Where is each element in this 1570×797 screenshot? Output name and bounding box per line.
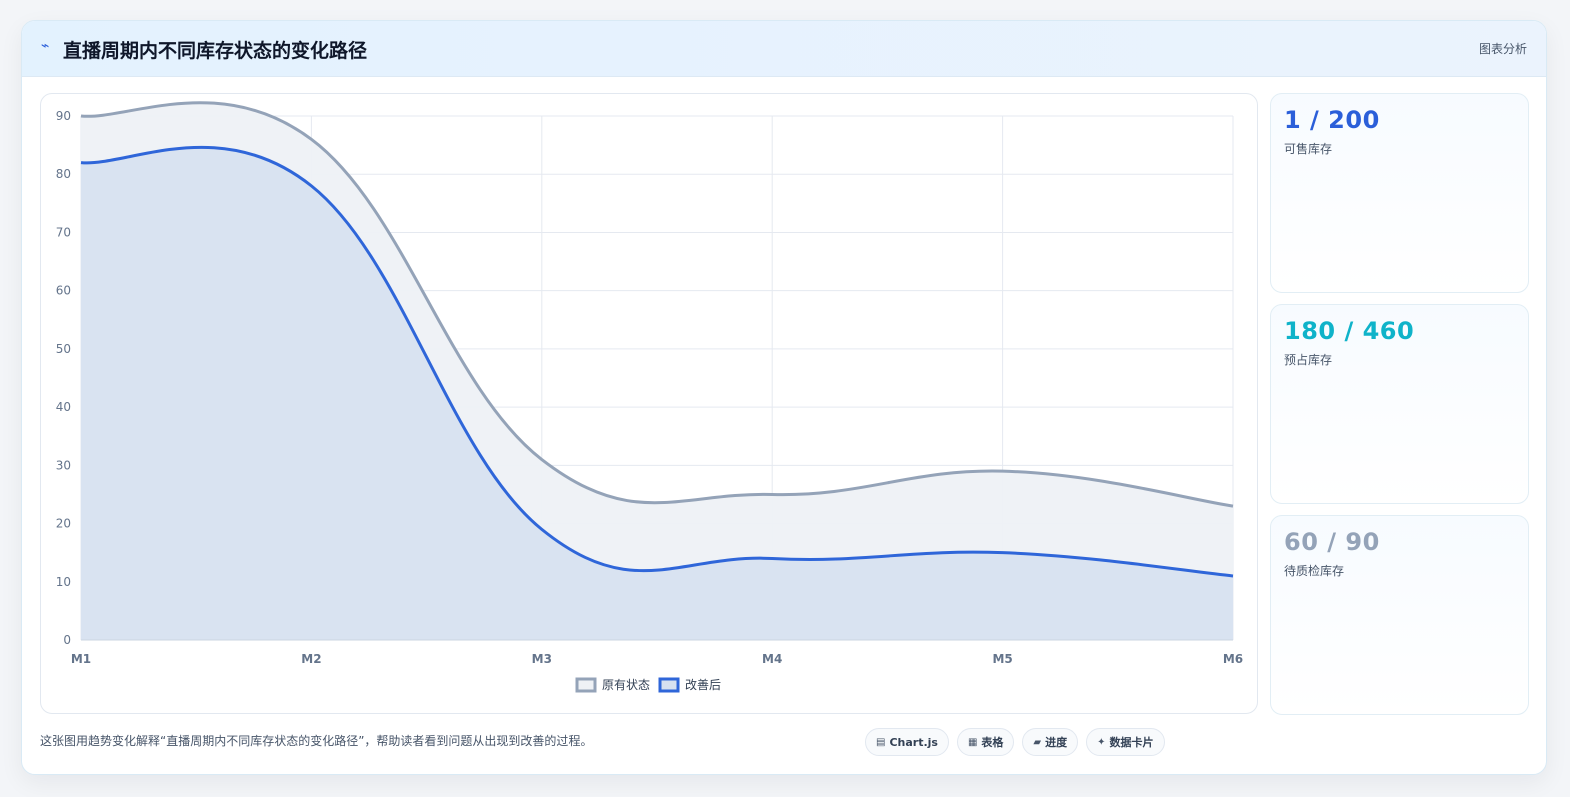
tag-label: 表格 [981,736,1004,749]
y-tick-label: 0 [63,633,71,647]
sparkle-icon: ✦ [1097,736,1106,748]
chart-analysis-label: 图表分析 [1478,42,1527,56]
stat-card-sellable: 1 / 200 可售库存 [1270,93,1529,293]
series-line-0 [80,101,1234,508]
stat-value: 180 / 460 [1284,317,1415,345]
x-tick-label: M5 [992,652,1012,666]
x-tick-label: M6 [1223,652,1243,666]
x-tick-label: M1 [71,652,91,666]
legend-swatch [575,677,597,693]
y-tick-label: 90 [56,109,71,123]
stat-label: 待质检库存 [1284,564,1345,578]
chart-title: 直播周期内不同库存状态的变化路径 [63,40,368,62]
tag-data-card[interactable]: ✦ 数据卡片 [1086,728,1165,756]
legend-label: 原有状态 [602,678,650,692]
legend-swatch [658,677,680,693]
y-tick-label: 10 [56,575,71,589]
x-tick-label: M4 [762,652,782,666]
legend-label: 改善后 [685,677,721,692]
tag-label: 进度 [1045,736,1068,749]
card-header: ⌁ 直播周期内不同库存状态的变化路径 图表分析 [22,21,1546,77]
chart-caption: 这张图用趋势变化解释“直播周期内不同库存状态的变化路径”，帮助读者看到问题从出现… [40,734,593,748]
y-tick-label: 80 [56,167,71,181]
y-tick-label: 30 [56,458,71,472]
y-tick-label: 50 [56,342,71,356]
x-tick-label: M2 [301,652,321,666]
series-line-1 [80,145,1234,578]
x-tick-label: M3 [532,652,552,666]
progress-icon: ▰ [1033,736,1042,748]
stat-label: 预占库存 [1284,353,1333,367]
stat-card-pending-qc: 60 / 90 待质检库存 [1270,515,1529,715]
series-area-1 [81,147,1233,640]
tag-chartjs[interactable]: ▤ Chart.js [865,728,949,756]
y-tick-label: 60 [56,284,71,298]
y-tick-label: 20 [56,517,71,531]
stat-value: 60 / 90 [1284,528,1380,556]
tag-label: Chart.js [889,735,938,749]
tag-progress[interactable]: ▰ 进度 [1022,728,1079,756]
tag-table[interactable]: ▦ 表格 [956,728,1015,756]
tag-list: ▤ Chart.js ▦ 表格 ▰ 进度 ✦ 数据卡片 [865,728,1165,756]
chart-panel: 0 10 20 30 40 50 60 70 80 90 M1 M2 M3 M4 M5 M6 原有状态 改善后 [40,93,1258,714]
chart-card: ⌁ 直播周期内不同库存状态的变化路径 图表分析 0 10 20 30 40 50 60 70 8… [21,20,1547,775]
stat-value: 1 / 200 [1284,106,1380,134]
area-chart: 0 10 20 30 40 50 60 70 80 90 M1 M2 M3 M4 M5 M6 原有状态 改善后 [56,101,1243,693]
chart-icon: ▤ [876,736,886,748]
stat-card-reserved: 180 / 460 预占库存 [1270,304,1529,504]
stat-label: 可售库存 [1284,142,1333,156]
y-tick-label: 70 [56,225,71,239]
tag-label: 数据卡片 [1109,736,1154,749]
table-icon: ▦ [967,736,978,748]
y-tick-label: 40 [56,400,71,414]
trend-icon: ⌁ [41,38,50,54]
